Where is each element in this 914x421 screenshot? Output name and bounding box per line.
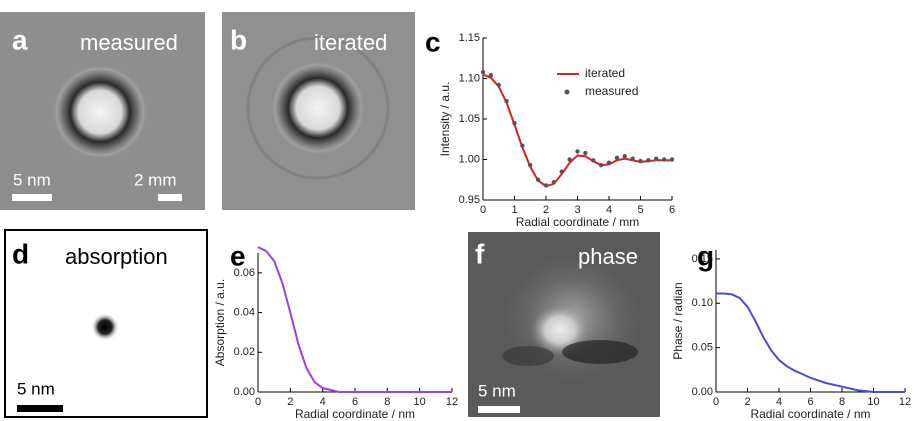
marker bbox=[614, 155, 620, 161]
x-tick-label: 8 bbox=[839, 396, 845, 408]
y-tick-label: 0.02 bbox=[234, 346, 255, 358]
x-tick-label: 4 bbox=[776, 396, 782, 408]
x-axis-label: Radial coordinate / mm bbox=[516, 215, 639, 229]
legend-label: measured bbox=[585, 84, 638, 98]
x-tick-label: 10 bbox=[867, 396, 879, 408]
marker bbox=[630, 156, 635, 161]
caption: phase bbox=[578, 244, 638, 269]
marker bbox=[654, 156, 659, 161]
scale-label: 5 nm bbox=[13, 170, 51, 189]
y-tick-label: 0.04 bbox=[234, 306, 255, 318]
y-tick-label: 1.10 bbox=[459, 72, 480, 84]
x-tick-label: 12 bbox=[446, 396, 458, 408]
marker bbox=[543, 183, 549, 188]
marker bbox=[535, 177, 541, 182]
marker bbox=[504, 98, 509, 104]
marker bbox=[496, 82, 501, 88]
x-tick-label: 1 bbox=[511, 204, 517, 216]
x-tick-label: 8 bbox=[384, 396, 390, 408]
x-tick-label: 6 bbox=[352, 396, 358, 408]
marker bbox=[567, 157, 572, 162]
marker bbox=[480, 69, 486, 75]
marker bbox=[661, 157, 667, 162]
x-tick-label: 6 bbox=[669, 204, 675, 216]
marker bbox=[669, 157, 675, 162]
y-tick-label: 0.00 bbox=[692, 386, 713, 398]
x-tick-label: 6 bbox=[807, 396, 813, 408]
scale-label: 5 nm bbox=[478, 381, 516, 400]
marker bbox=[646, 158, 651, 163]
panel-label: b bbox=[230, 24, 247, 55]
scale-label: 5 nm bbox=[17, 379, 55, 398]
marker bbox=[622, 154, 627, 159]
x-tick-label: 5 bbox=[637, 204, 643, 216]
legend-label: iterated bbox=[585, 66, 625, 80]
x-tick-label: 4 bbox=[606, 204, 612, 216]
y-tick-label: 0.95 bbox=[459, 194, 480, 206]
x-tick-label: 4 bbox=[320, 396, 326, 408]
y-tick-label: 1.05 bbox=[459, 113, 480, 125]
caption: absorption bbox=[65, 244, 168, 269]
x-tick-label: 2 bbox=[744, 396, 750, 408]
marker bbox=[512, 120, 517, 126]
panel-label: c bbox=[425, 26, 441, 57]
panel-label: g bbox=[697, 240, 714, 271]
x-axis-label: Radial coordinate / nm bbox=[295, 407, 415, 421]
legend-marker bbox=[564, 89, 570, 95]
image-d bbox=[4, 229, 208, 418]
caption: measured bbox=[80, 30, 178, 55]
x-tick-label: 12 bbox=[899, 396, 911, 408]
y-axis-label: Absorption / a.u. bbox=[213, 279, 227, 366]
x-tick-label: 3 bbox=[574, 204, 580, 216]
image-b bbox=[222, 12, 415, 210]
marker bbox=[551, 179, 557, 185]
y-tick-label: 0.00 bbox=[234, 386, 255, 398]
y-tick-label: 0.06 bbox=[234, 267, 255, 279]
y-axis-label: Intensity / a.u. bbox=[438, 82, 452, 157]
panel-label: d bbox=[12, 238, 29, 269]
marker bbox=[606, 160, 612, 165]
panel-label: e bbox=[230, 240, 246, 271]
panel-label: f bbox=[475, 238, 485, 269]
marker bbox=[638, 158, 643, 164]
x-tick-label: 0 bbox=[255, 396, 261, 408]
y-tick-label: 0.15 bbox=[692, 253, 713, 265]
marker bbox=[583, 150, 588, 156]
line bbox=[257, 246, 452, 393]
marker bbox=[520, 143, 525, 148]
x-tick-label: 0 bbox=[713, 396, 719, 408]
marker bbox=[488, 73, 494, 78]
x-tick-label: 2 bbox=[287, 396, 293, 408]
marker bbox=[591, 158, 596, 163]
marker bbox=[559, 169, 564, 174]
caption: iterated bbox=[314, 30, 387, 55]
panel-label: a bbox=[12, 24, 28, 55]
marker bbox=[575, 149, 580, 154]
image-f bbox=[468, 232, 660, 417]
line bbox=[716, 292, 905, 393]
y-axis-label: Phase / radian bbox=[671, 282, 685, 359]
y-tick-label: 0.05 bbox=[692, 342, 713, 354]
line bbox=[482, 73, 672, 188]
x-axis-label: Radial coordinate / nm bbox=[750, 407, 870, 421]
x-tick-label: 0 bbox=[480, 204, 486, 216]
y-tick-label: 1.15 bbox=[459, 32, 480, 44]
marker bbox=[528, 162, 533, 168]
y-tick-label: 1.00 bbox=[459, 153, 480, 165]
scale-label: 2 mm bbox=[134, 170, 177, 189]
y-tick-label: 0.10 bbox=[692, 297, 713, 309]
marker bbox=[598, 162, 604, 168]
image-a bbox=[0, 12, 205, 210]
x-tick-label: 10 bbox=[414, 396, 426, 408]
x-tick-label: 2 bbox=[543, 204, 549, 216]
